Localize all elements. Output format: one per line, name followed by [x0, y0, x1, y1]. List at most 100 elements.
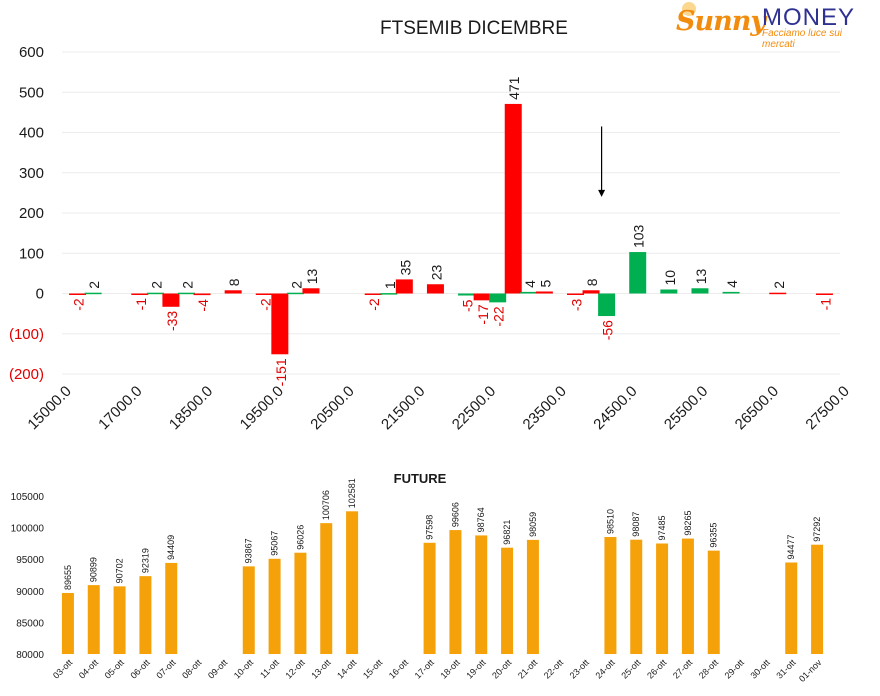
future-x-tick-label: 21-ott [516, 657, 540, 681]
main-data-label: 35 [397, 260, 413, 276]
future-data-label: 95067 [270, 531, 280, 556]
main-bar [131, 293, 149, 295]
main-data-label: 2 [148, 281, 164, 289]
future-data-label: 100706 [321, 490, 331, 520]
future-bar [242, 566, 255, 654]
future-bar [475, 535, 488, 654]
main-bar [286, 292, 304, 295]
main-bar [535, 291, 553, 294]
future-x-tick-label: 03-ott [51, 657, 75, 681]
main-data-label: -3 [568, 298, 584, 311]
main-bar [769, 292, 787, 295]
main-y-tick-label: 200 [19, 205, 44, 222]
main-data-label: 1 [382, 281, 398, 289]
main-data-label: -151 [273, 358, 289, 386]
main-y-tick-label: (100) [9, 326, 44, 343]
main-bar [69, 293, 87, 295]
main-data-label: -2 [71, 298, 87, 311]
future-data-label: 92319 [140, 548, 150, 573]
future-data-label: 98265 [683, 511, 693, 536]
main-x-tick-label: 21500.0 [378, 383, 428, 433]
future-bar [61, 592, 74, 654]
main-bar [629, 252, 647, 294]
sunny-money-logo: Sunny MONEY Facciamo luce sui mercati [676, 2, 876, 50]
future-bar [165, 562, 178, 654]
main-bar [426, 284, 444, 294]
future-x-tick-label: 04-ott [77, 657, 101, 681]
future-data-label: 90899 [89, 557, 99, 582]
future-bar [87, 585, 100, 654]
main-data-label: 8 [226, 278, 242, 286]
future-data-label: 94409 [166, 535, 176, 560]
future-bar [630, 539, 643, 654]
future-y-tick-label: 100000 [11, 524, 45, 535]
main-bar [177, 292, 195, 295]
main-bar [224, 290, 242, 294]
future-x-tick-label: 25-ott [619, 657, 643, 681]
future-chart-data-labels: 89655 90899 90702 92319 94409 93867 95067 96026… [63, 478, 822, 590]
main-data-label: -1 [817, 298, 833, 311]
main-bar [520, 291, 538, 294]
future-data-label: 96026 [295, 525, 305, 550]
main-data-label: -33 [164, 311, 180, 331]
main-data-label: -22 [491, 306, 507, 326]
future-data-label: 98087 [631, 512, 641, 537]
future-x-tick-label: 10-ott [232, 657, 256, 681]
main-data-label: -56 [600, 320, 616, 340]
main-y-tick-label: 300 [19, 165, 44, 182]
main-x-tick-label: 22500.0 [449, 383, 499, 433]
future-bar [294, 552, 307, 654]
future-bar [501, 547, 514, 654]
future-x-tick-label: 13-ott [309, 657, 333, 681]
future-x-tick-label: 29-ott [723, 657, 747, 681]
future-data-label: 90702 [115, 558, 125, 583]
main-y-tick-label: (200) [9, 366, 44, 383]
main-data-label: -4 [195, 299, 211, 312]
future-chart-x-axis: 03-ott 04-ott 05-ott 06-ott 07-ott 08-ott 09-o… [51, 657, 824, 684]
future-x-tick-label: 16-ott [387, 657, 411, 681]
main-chart-annotation [598, 126, 606, 197]
future-data-label: 96821 [502, 520, 512, 545]
future-data-label: 98510 [605, 509, 615, 534]
main-data-label: 2 [771, 281, 787, 289]
main-bar [598, 293, 616, 317]
main-x-tick-label: 17000.0 [95, 383, 145, 433]
future-x-tick-label: 18-ott [438, 657, 462, 681]
future-data-label: 102581 [347, 478, 357, 508]
main-data-label: 2 [288, 281, 304, 289]
future-data-label: 97485 [657, 515, 667, 540]
main-bar [364, 293, 382, 295]
future-x-tick-label: 31-ott [774, 657, 798, 681]
main-data-label: -5 [460, 299, 476, 312]
future-x-tick-label: 06-ott [128, 657, 152, 681]
future-bar [604, 537, 617, 654]
future-x-tick-label: 07-ott [154, 657, 178, 681]
main-bar [489, 293, 507, 303]
future-x-tick-label: 24-ott [593, 657, 617, 681]
logo-word-sunny: Sunny [676, 6, 766, 37]
future-bar [113, 586, 126, 654]
main-y-tick-label: 400 [19, 125, 44, 142]
future-bar [423, 542, 436, 654]
main-bar [271, 293, 289, 355]
main-y-tick-label: 600 [19, 44, 44, 61]
main-x-tick-label: 24500.0 [590, 383, 640, 433]
logo-word-money: MONEY [762, 4, 856, 31]
main-x-tick-label: 15000.0 [24, 383, 74, 433]
main-bar [473, 293, 491, 301]
main-data-label: 8 [584, 278, 600, 286]
logo-tagline: Facciamo luce sui mercati [762, 28, 843, 50]
main-data-label: 13 [304, 268, 320, 284]
main-x-tick-label: 18500.0 [166, 383, 216, 433]
future-y-tick-label: 95000 [16, 555, 44, 566]
main-y-tick-label: 500 [19, 84, 44, 101]
main-x-tick-label: 26500.0 [732, 383, 782, 433]
future-x-tick-label: 01-nov [797, 657, 824, 684]
main-x-tick-label: 19500.0 [237, 383, 287, 433]
future-x-tick-label: 27-ott [671, 657, 695, 681]
future-bar [656, 543, 669, 654]
future-bar [268, 558, 281, 654]
main-data-label: 2 [86, 281, 102, 289]
future-x-tick-label: 20-ott [490, 657, 514, 681]
